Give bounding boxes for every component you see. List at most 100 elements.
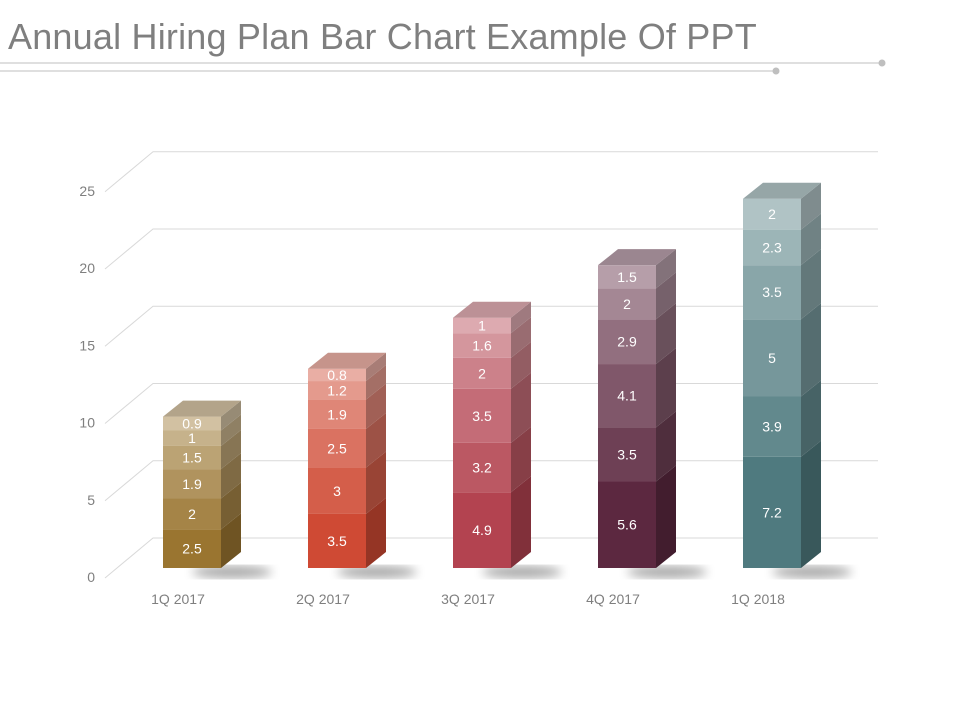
bar-segment-side (801, 213, 821, 266)
bar-segment (598, 319, 656, 365)
bar-segment (308, 381, 366, 400)
bar-segment (308, 368, 366, 382)
bar-segment (453, 388, 511, 443)
y-tick-label: 0 (87, 569, 95, 585)
bar-segment (743, 265, 801, 320)
y-tick-label: 10 (79, 415, 95, 431)
bar-segment (453, 357, 511, 389)
bar-segment-side (511, 317, 531, 358)
bar-value-label: 3.5 (327, 533, 347, 549)
bar-segment-side (221, 414, 241, 446)
bar-top (743, 182, 821, 199)
bar-segment (163, 416, 221, 431)
bar-value-label: 4.9 (472, 522, 492, 538)
bar-segment-side (656, 465, 676, 568)
gridline-20 (104, 228, 878, 270)
bar-value-label: 1 (478, 317, 486, 333)
bar-segment-side (801, 303, 821, 397)
bar-value-label: 1.9 (182, 476, 202, 492)
y-tick-label: 20 (79, 260, 95, 276)
bar-value-label: 3 (333, 483, 341, 499)
bar-value-label: 1.5 (182, 450, 202, 466)
bar-value-label: 2 (188, 506, 196, 522)
bar-segment-side (801, 182, 821, 230)
bar-top (453, 301, 531, 318)
bar-segment-side (221, 453, 241, 499)
bar-segment (453, 333, 511, 358)
title-underline (0, 59, 886, 75)
bar-value-label: 1.6 (472, 338, 492, 354)
bar-value-label: 3.5 (472, 408, 492, 424)
x-axis-ticks: 1Q 2017 2Q 2017 3Q 2017 4Q 2017 1Q 2018 (151, 591, 785, 607)
bar-value-label: 1.9 (327, 406, 347, 422)
bar-segment (163, 498, 221, 530)
bar-shadow (192, 566, 272, 578)
bar-stack-2: 3.5 3 2.5 1.9 1.20.8 (308, 352, 386, 568)
bar-segment-side (801, 440, 821, 568)
bar-value-label: 5 (768, 350, 776, 366)
bar-segment-side (656, 348, 676, 428)
bar-stack-5: 7.2 3.9 5 3.5 2.3 2 (743, 182, 821, 568)
bar-value-label: 0.9 (182, 416, 202, 432)
bar-top (308, 352, 386, 369)
bar-segment-side (366, 365, 386, 400)
bar-value-label: 2 (478, 365, 486, 381)
x-tick-label: 1Q 2017 (151, 591, 205, 607)
bar-stack-1: 2.5 2 1.9 1.5 10.9 (163, 400, 241, 568)
y-tick-label: 25 (79, 183, 95, 199)
bar-segment-side (366, 383, 386, 429)
bar-shadow (482, 566, 562, 578)
bar-segment-side (801, 380, 821, 457)
bar-segment (598, 481, 656, 568)
bar-value-label: 3.9 (762, 419, 782, 435)
x-tick-label: 3Q 2017 (441, 591, 495, 607)
bar-segment-side (221, 429, 241, 470)
bar-value-label: 3.2 (472, 460, 492, 476)
bar-value-label: 2.5 (327, 440, 347, 456)
bar-segment-side (511, 301, 531, 334)
bar-segment (453, 492, 511, 568)
bar-shadow (772, 566, 852, 578)
bar-segment-side (656, 411, 676, 482)
bar-segment (598, 427, 656, 482)
bar-segment (163, 430, 221, 446)
bar-segment (598, 288, 656, 320)
y-tick-label: 15 (79, 337, 95, 353)
bar-value-label: 2.3 (762, 239, 782, 255)
bar-segment (743, 319, 801, 397)
bar-segment-side (221, 400, 241, 431)
bar-value-label: 0.8 (327, 367, 347, 383)
bar-segment (163, 529, 221, 568)
bar-value-label: 3.5 (617, 446, 637, 462)
bar-shadow (337, 566, 417, 578)
bar-segment (453, 317, 511, 334)
bar-value-label: 2.9 (617, 334, 637, 350)
bar-shadows (192, 566, 852, 578)
x-tick-label: 1Q 2018 (731, 591, 785, 607)
bar-top (598, 249, 676, 266)
bar-segment-side (801, 249, 821, 320)
bar-segment-side (366, 497, 386, 568)
y-axis-ticks: 0 5 10 15 20 25 (79, 183, 95, 585)
bar-segment-side (511, 476, 531, 568)
bar-segment-side (656, 272, 676, 320)
bar-segment (743, 229, 801, 266)
bar-value-label: 2.5 (182, 541, 202, 557)
x-tick-label: 4Q 2017 (586, 591, 640, 607)
bar-value-label: 7.2 (762, 504, 782, 520)
bar-stack-3: 4.9 3.2 3.5 2 1.6 1 (453, 301, 531, 568)
bar-segment-side (511, 426, 531, 493)
bar-value-label: 4.1 (617, 388, 637, 404)
bar-segment (743, 198, 801, 230)
bar-value-label: 1 (188, 430, 196, 446)
bar-segment (308, 399, 366, 429)
bar-segment (308, 467, 366, 514)
bar-segment (308, 428, 366, 468)
bar-value-label: 1.2 (327, 382, 347, 398)
bar-value-label: 2 (623, 296, 631, 312)
gridline-25 (104, 151, 878, 193)
bar-segment-side (366, 451, 386, 514)
bar-segment-side (511, 372, 531, 443)
bar-shadow (627, 566, 707, 578)
bar-stack-4: 5.6 3.5 4.1 2.9 2 1.5 (598, 249, 676, 568)
